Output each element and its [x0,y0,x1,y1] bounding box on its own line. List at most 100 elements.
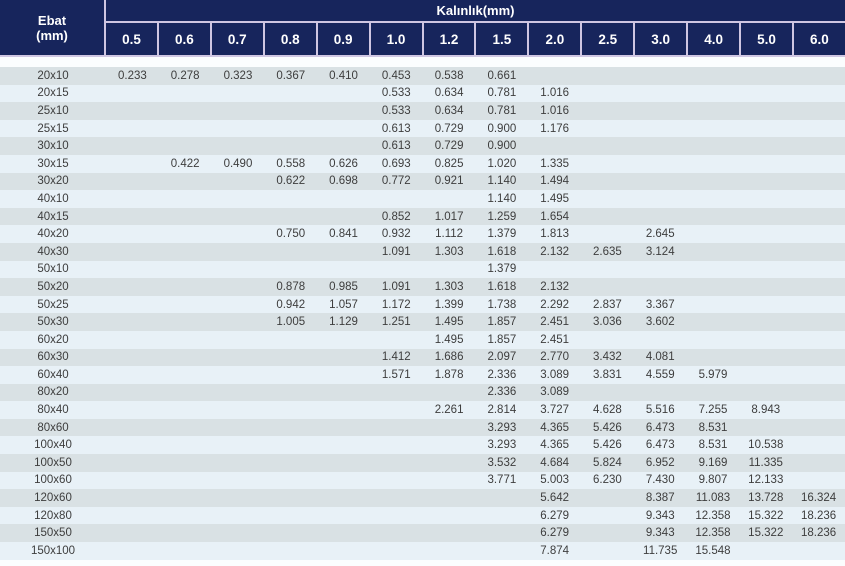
weight-cell: 1.091 [381,245,411,258]
size-label: 40x15 [37,210,69,223]
weight-cell: 6.952 [645,456,675,469]
table-row: 100x40 3.293 4.365 5.426 6.473 8.531 10.538 [0,436,845,455]
table-row: 50x30 1.005 1.129 1.251 1.495 1.857 2.451 3.036… [0,313,845,331]
thickness-col-1.5: 1.5 [474,23,527,55]
size-label: 30x10 [37,140,69,153]
weight-cell: 0.942 [276,298,306,311]
weight-cell: 1.172 [381,298,411,311]
weight-cell: 4.365 [540,421,570,434]
weight-cell: 0.367 [276,69,306,82]
weight-cell: 1.654 [540,210,570,223]
weight-cell: 3.089 [540,368,570,381]
weight-cell: 0.533 [381,104,411,117]
weight-cell: 1.618 [487,280,517,293]
weight-cell: 0.453 [381,69,411,82]
weight-cell: 1.857 [487,333,517,346]
table-row: 50x10 1.379 [0,260,845,279]
size-label: 50x30 [37,316,69,329]
table-body: 20x10 0.233 0.278 0.323 0.367 0.410 0.453 0.538… [0,67,845,560]
weight-cell: 2.336 [487,386,517,399]
weight-cell: 1.303 [434,280,464,293]
table-row: 80x60 3.293 4.365 5.426 6.473 8.531 [0,418,845,437]
weight-cell: 7.874 [540,544,570,557]
size-label: 20x10 [37,69,69,82]
weight-cell: 1.813 [540,228,570,241]
table-row: 60x30 1.412 1.686 2.097 2.770 3.432 4.081 [0,348,845,367]
weight-cell: 4.628 [593,404,622,417]
weight-cell: 12.358 [695,527,731,540]
weight-cell: 0.841 [329,228,358,241]
table-row: 60x40 1.571 1.878 2.336 3.089 3.831 4.559 5.979 [0,366,845,384]
weight-cell: 0.634 [434,104,464,117]
weight-cell: 6.230 [593,474,622,487]
table-row: 150x100 7.874 11.735 15.548 [0,542,845,560]
size-label: 40x30 [37,245,69,258]
weight-cell: 2.336 [487,368,517,381]
weight-cell: 1.495 [434,316,464,329]
size-label: 120x60 [34,492,72,505]
weight-cell: 1.738 [487,298,517,311]
weight-cell: 0.693 [381,157,411,170]
weight-cell: 0.825 [434,157,464,170]
weight-cell: 1.140 [487,192,517,205]
weight-cell: 2.097 [487,351,517,364]
weight-cell: 0.278 [170,69,200,82]
weight-cell: 16.324 [800,492,837,505]
table-row: 40x10 1.140 1.495 [0,190,845,208]
table-row: 60x20 1.495 1.857 2.451 [0,330,845,349]
weight-cell: 4.684 [540,456,570,469]
weight-cell: 1.176 [540,122,570,135]
table-row: 50x25 0.942 1.057 1.172 1.399 1.738 2.292 2.837… [0,295,845,314]
weight-cell: 3.293 [487,439,517,452]
table-row: 20x10 0.233 0.278 0.323 0.367 0.410 0.453 0.538… [0,67,845,85]
weight-cell: 2.451 [540,316,570,329]
weight-cell: 0.490 [223,157,253,170]
table-row: 25x10 0.533 0.634 0.781 1.016 [0,102,845,120]
weight-cell: 18.236 [800,527,837,540]
thickness-header-group: Kalınlık(mm) 0.5 0.6 0.7 0.8 0.9 1.0 1.2 1.5 2.0… [106,0,845,55]
size-label: 60x20 [37,333,69,346]
weight-cell: 5.642 [540,492,570,505]
weight-cell: 12.358 [695,509,731,522]
weight-cell: 1.857 [487,316,517,329]
size-label: 150x100 [30,544,76,557]
weight-cell: 2.261 [434,404,464,417]
weight-cell: 1.016 [540,104,570,117]
weight-cell: 3.771 [487,474,517,487]
weight-cell: 0.878 [276,280,306,293]
weight-cell: 1.495 [434,333,464,346]
table-row: 100x60 3.771 5.003 6.230 7.430 9.807 12.133 [0,471,845,490]
weight-cell: 3.036 [593,316,622,329]
size-label: 30x15 [37,157,69,170]
table-row: 40x15 0.852 1.017 1.259 1.654 [0,207,845,226]
weight-cell: 0.634 [434,87,464,100]
weight-cell: 1.571 [381,368,411,381]
weight-cell: 3.432 [593,351,622,364]
weight-cell: 1.251 [381,316,411,329]
weight-cell: 11.083 [695,492,731,505]
weight-cell: 5.979 [698,368,728,381]
weight-cell: 2.814 [487,404,517,417]
size-label: 150x50 [34,527,72,540]
table-row: 80x20 2.336 3.089 [0,383,845,402]
weight-cell: 8.531 [698,439,728,452]
size-label: 100x40 [34,439,72,452]
weight-cell: 1.057 [329,298,358,311]
weight-cell: 8.387 [645,492,675,505]
weight-cell: 7.255 [698,404,728,417]
weight-cell: 18.236 [800,509,837,522]
weight-cell: 0.410 [329,69,358,82]
weight-cell: 9.343 [645,509,675,522]
weight-cell: 0.932 [381,228,411,241]
weight-cell: 0.781 [487,87,517,100]
weight-cell: 0.323 [223,69,253,82]
weight-cell: 5.426 [593,439,622,452]
weight-cell: 12.133 [748,474,784,487]
thickness-col-0.7: 0.7 [209,23,263,55]
table-header: Ebat (mm) Kalınlık(mm) 0.5 0.6 0.7 0.8 0.9 1.… [0,0,845,57]
table-row: 30x20 0.622 0.698 0.772 0.921 1.140 1.494 [0,172,845,191]
weight-cell: 2.635 [593,245,622,258]
thickness-col-2.0: 2.0 [527,23,580,55]
thickness-title: Kalınlık(mm) [106,0,845,23]
